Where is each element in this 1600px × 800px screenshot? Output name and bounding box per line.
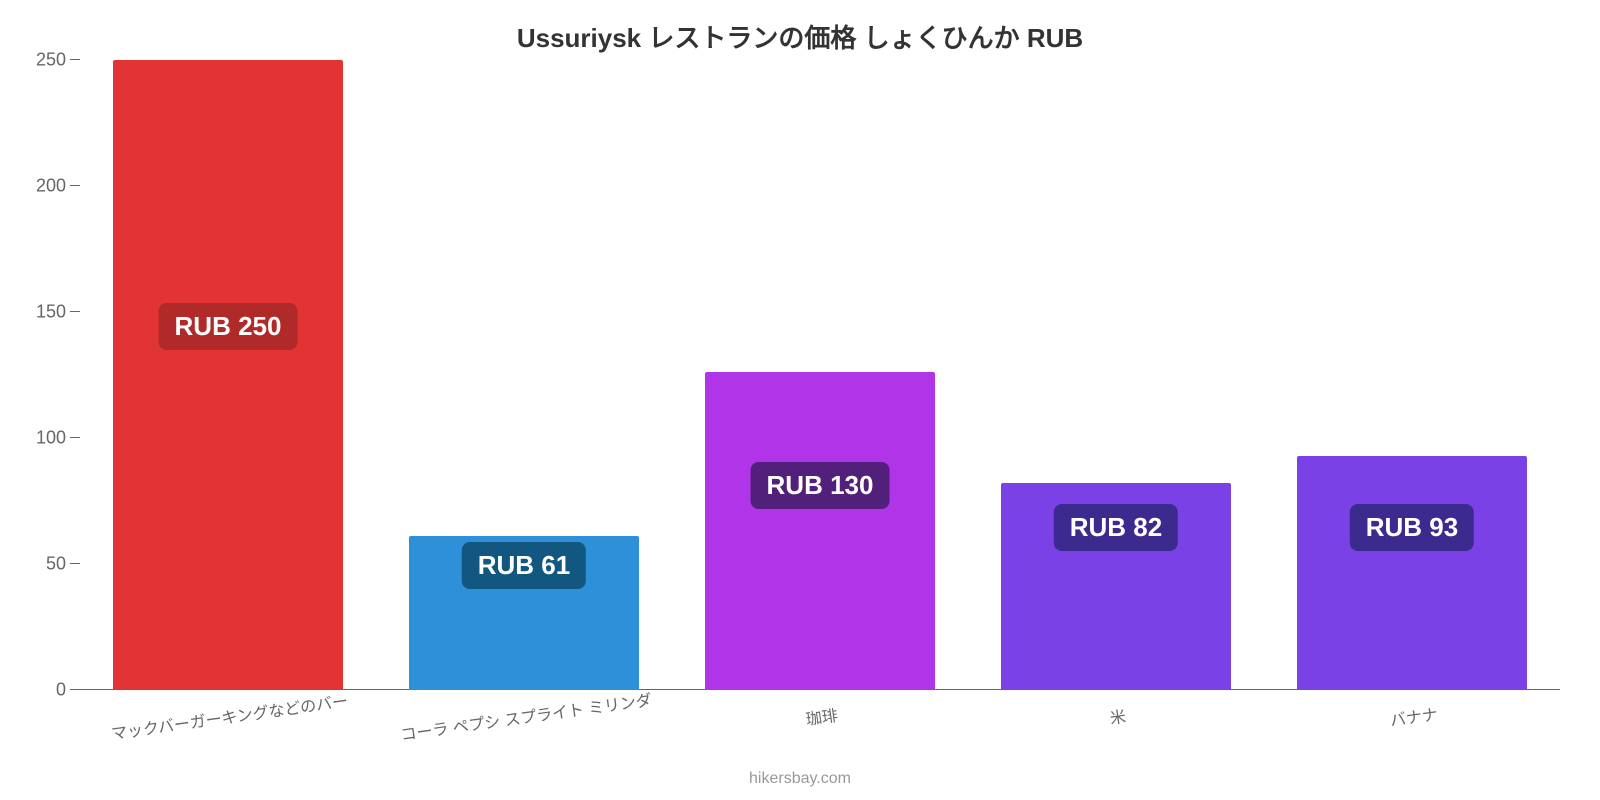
bar-slot: RUB 61コーラ ペプシ スプライト ミリンダ <box>376 60 672 690</box>
bar-slot: RUB 250マックバーガーキングなどのバー <box>80 60 376 690</box>
bar <box>1297 456 1528 690</box>
bars-container: RUB 250マックバーガーキングなどのバーRUB 61コーラ ペプシ スプライ… <box>80 60 1560 690</box>
category-label: バナナ <box>1388 701 1439 731</box>
price-bar-chart: Ussuriysk レストランの価格 しょくひんか RUB 0501001502… <box>0 0 1600 800</box>
credit-text: hikersbay.com <box>749 770 851 788</box>
category-label: コーラ ペプシ スプライト ミリンダ <box>399 686 653 745</box>
y-tick-label: 0 <box>56 680 80 701</box>
bar-slot: RUB 93バナナ <box>1264 60 1560 690</box>
value-badge: RUB 82 <box>1054 504 1178 551</box>
y-tick-label: 200 <box>36 176 80 197</box>
category-label: 珈琲 <box>804 702 839 730</box>
bar-slot: RUB 130珈琲 <box>672 60 968 690</box>
bar <box>113 60 344 690</box>
value-badge: RUB 61 <box>462 542 586 589</box>
y-tick-label: 50 <box>46 554 80 575</box>
category-label: 米 <box>1108 703 1127 729</box>
bar-slot: RUB 82米 <box>968 60 1264 690</box>
value-badge: RUB 250 <box>159 303 298 350</box>
value-badge: RUB 93 <box>1350 504 1474 551</box>
y-tick-label: 100 <box>36 428 80 449</box>
bar <box>705 372 936 690</box>
value-badge: RUB 130 <box>751 462 890 509</box>
chart-title: Ussuriysk レストランの価格 しょくひんか RUB <box>0 0 1600 55</box>
y-tick-label: 250 <box>36 50 80 71</box>
y-tick-label: 150 <box>36 302 80 323</box>
category-label: マックバーガーキングなどのバー <box>110 687 350 744</box>
plot-area: 050100150200250 RUB 250マックバーガーキングなどのバーRU… <box>80 60 1560 690</box>
